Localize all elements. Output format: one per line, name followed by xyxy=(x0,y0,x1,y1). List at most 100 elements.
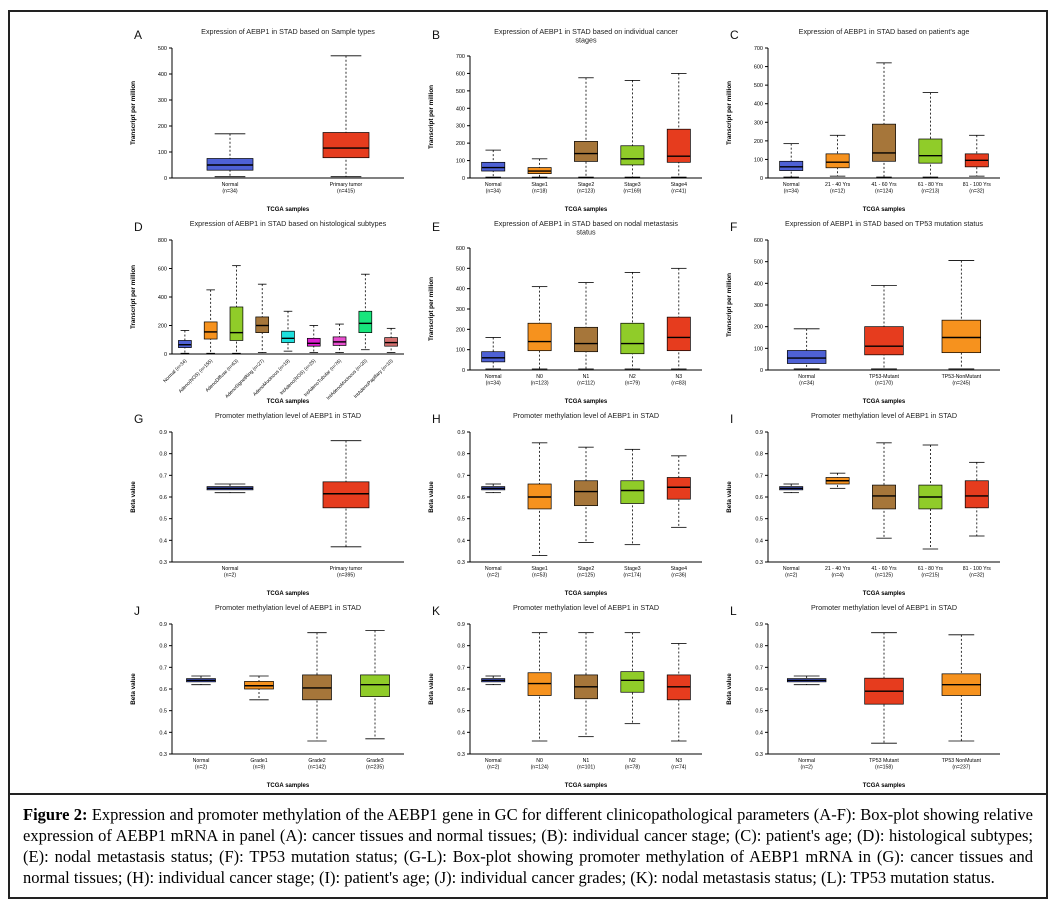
y-axis-label: Beta value xyxy=(726,481,733,513)
y-axis-label: Beta value xyxy=(130,481,137,513)
y-tick-label: 400 xyxy=(158,295,167,301)
x-tick-label: 21 - 40 Yrs xyxy=(825,566,851,572)
box-adeno-nos- xyxy=(203,321,218,340)
y-tick-label: 0.8 xyxy=(755,452,763,458)
y-tick-label: 0.7 xyxy=(457,473,465,479)
y-tick-label: 0.5 xyxy=(755,517,763,523)
x-tick-count: (n=83) xyxy=(671,381,686,387)
y-tick-label: 0.7 xyxy=(457,665,465,671)
x-tick-count: (n=174) xyxy=(623,573,641,579)
figure-caption-text: Expression and promoter methylation of t… xyxy=(23,805,1033,887)
x-tick-label: Stage2 xyxy=(578,566,595,572)
x-axis-label: TCGA samples xyxy=(267,783,310,789)
boxplot-chart-G: Promoter methylation level of AEBP1 in S… xyxy=(130,411,404,597)
panel-letter-D: D xyxy=(134,220,143,234)
x-tick-label: Stage4 xyxy=(671,182,688,188)
x-tick-label: Primary tumor xyxy=(330,182,363,188)
x-tick-label: Normal xyxy=(222,566,239,572)
x-tick-count: (n=9) xyxy=(253,765,266,771)
y-tick-label: 0.8 xyxy=(457,644,465,650)
x-axis-label: TCGA samples xyxy=(565,399,608,405)
x-tick-label: Normal xyxy=(798,374,815,380)
y-tick-label: 500 xyxy=(456,266,465,272)
x-tick-count: (n=79) xyxy=(625,381,640,387)
x-tick-label: Primary tumor xyxy=(330,566,363,572)
panel-letter-H: H xyxy=(432,412,441,426)
y-tick-label: 200 xyxy=(158,324,167,330)
y-tick-label: 400 xyxy=(754,102,763,108)
chart-title: Expression of AEBP1 in STAD based on his… xyxy=(190,219,387,228)
chart-title: Promoter methylation level of AEBP1 in S… xyxy=(513,411,659,420)
x-tick-count: (n=12) xyxy=(830,189,845,195)
y-tick-label: 0.7 xyxy=(159,665,167,671)
panel-letter-J: J xyxy=(134,604,140,618)
box-stage2 xyxy=(574,141,598,162)
x-tick-label: Normal xyxy=(193,758,210,764)
y-tick-label: 0.7 xyxy=(755,473,763,479)
x-tick-count: (n=34) xyxy=(486,381,501,387)
x-tick-label: Stage1 xyxy=(531,566,548,572)
y-tick-label: 700 xyxy=(754,46,763,52)
box-adenosignetring xyxy=(255,316,270,333)
chart-title: Promoter methylation level of AEBP1 in S… xyxy=(811,411,957,420)
y-axis-label: Transcript per million xyxy=(428,277,435,341)
x-tick-label: N2 xyxy=(629,758,636,764)
chart-title: Expression of AEBP1 in STAD based on pat… xyxy=(799,27,970,36)
y-tick-label: 200 xyxy=(754,139,763,145)
panel-H: H Promoter methylation level of AEBP1 in … xyxy=(424,408,712,600)
box-intadenotubular xyxy=(332,336,347,346)
box-adenodiffuse xyxy=(229,306,244,341)
x-tick-label: 21 - 40 Yrs xyxy=(825,182,851,188)
y-tick-label: 200 xyxy=(158,124,167,130)
y-tick-label: 200 xyxy=(456,141,465,147)
y-tick-label: 200 xyxy=(754,325,763,331)
x-tick-count: (n=235) xyxy=(366,765,384,771)
panel-letter-G: G xyxy=(134,412,144,426)
y-tick-label: 300 xyxy=(158,98,167,104)
boxplot-chart-C: Expression of AEBP1 in STAD based on pat… xyxy=(726,27,1000,213)
y-tick-label: 0 xyxy=(462,368,465,374)
panel-E: E Expression of AEBP1 in STAD based on no… xyxy=(424,216,712,408)
chart-title: Promoter methylation level of AEBP1 in S… xyxy=(215,603,361,612)
x-tick-label: Normal xyxy=(485,182,502,188)
y-tick-label: 0.4 xyxy=(457,730,465,736)
boxplot-chart-B: Expression of AEBP1 in STAD based on ind… xyxy=(428,27,702,213)
y-tick-label: 0.9 xyxy=(159,622,167,628)
x-axis-label: TCGA samples xyxy=(863,591,906,597)
y-tick-label: 0.6 xyxy=(457,495,465,501)
box-stage3 xyxy=(620,480,645,504)
box-61-80-yrs xyxy=(918,138,943,164)
y-tick-label: 0.9 xyxy=(159,430,167,436)
x-tick-label: 81 - 100 Yrs xyxy=(963,182,992,188)
x-tick-label: Normal xyxy=(485,374,502,380)
y-tick-label: 0.6 xyxy=(755,687,763,693)
box-21-40-yrs xyxy=(825,153,850,169)
box-stage2 xyxy=(574,480,598,507)
x-tick-count: (n=36) xyxy=(671,573,686,579)
y-axis-label: Transcript per million xyxy=(726,273,733,337)
y-tick-label: 0.9 xyxy=(755,622,763,628)
y-tick-label: 600 xyxy=(754,65,763,71)
x-tick-label: TP53-Mutant xyxy=(869,374,900,380)
y-tick-label: 0.8 xyxy=(159,644,167,650)
x-tick-count: (n=74) xyxy=(671,765,686,771)
x-tick-count: (n=123) xyxy=(577,189,595,195)
x-tick-label: 81 - 100 Yrs xyxy=(963,566,992,572)
boxplot-chart-I: Promoter methylation level of AEBP1 in S… xyxy=(726,411,1000,597)
x-tick-label: IntAdenoMucinous (n=20) xyxy=(326,358,369,401)
panel-letter-C: C xyxy=(730,28,739,42)
x-tick-count: (n=34) xyxy=(222,189,237,195)
panel-D: D Expression of AEBP1 in STAD based on hi… xyxy=(126,216,414,408)
y-tick-label: 0.3 xyxy=(457,752,465,758)
panel-I: I Promoter methylation level of AEBP1 in … xyxy=(722,408,1010,600)
y-tick-label: 500 xyxy=(754,83,763,89)
panel-L: L Promoter methylation level of AEBP1 in … xyxy=(722,600,1010,792)
figure-caption-label: Figure 2: xyxy=(23,805,88,824)
x-tick-label: TP53-NonMutant xyxy=(942,374,982,380)
x-tick-label: Stage3 xyxy=(624,566,641,572)
y-tick-label: 0.3 xyxy=(159,560,167,566)
x-tick-label: Normal xyxy=(485,758,502,764)
y-tick-label: 100 xyxy=(456,348,465,354)
y-tick-label: 0.6 xyxy=(159,687,167,693)
x-tick-label: N0 xyxy=(536,374,543,380)
